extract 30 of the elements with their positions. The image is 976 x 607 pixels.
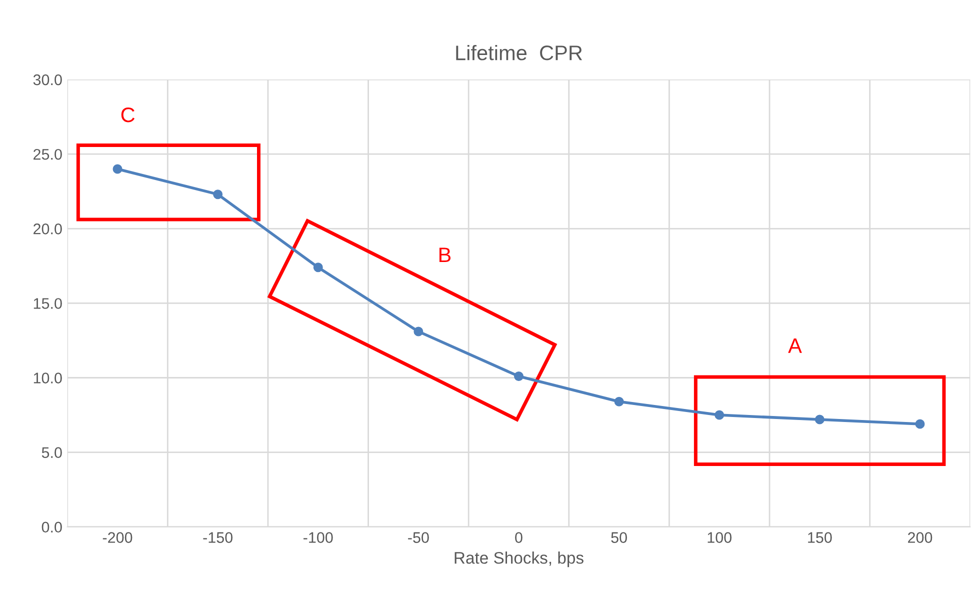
x-tick-label: 100 xyxy=(708,532,732,543)
y-tick-label: 25.0 xyxy=(34,148,62,160)
x-axis-title: Rate Shocks, bps xyxy=(454,552,584,568)
point xyxy=(614,396,624,406)
point xyxy=(714,410,724,420)
x-tick-label: -200 xyxy=(102,532,132,543)
y-tick-label: 20.0 xyxy=(34,224,62,234)
point xyxy=(313,262,323,272)
x-tick-label: -50 xyxy=(408,532,429,543)
y-tick-label: 5.0 xyxy=(42,447,62,458)
point xyxy=(213,190,223,200)
x-tick-label: 200 xyxy=(908,532,932,543)
point xyxy=(112,164,122,174)
y-tick-label: 10.0 xyxy=(34,372,62,384)
x-tick-label: -100 xyxy=(304,532,333,543)
point xyxy=(915,419,925,429)
annotation: A xyxy=(788,338,802,353)
chart-title: Lifetime CPR xyxy=(456,44,582,60)
x-tick-label: 0 xyxy=(515,532,522,543)
annotation: C xyxy=(121,107,135,122)
point xyxy=(414,326,424,336)
annotation: B xyxy=(439,248,451,262)
x-tick-label: 150 xyxy=(808,532,832,543)
y-tick-label: 30.0 xyxy=(33,74,62,86)
x-tick-label: -150 xyxy=(203,532,233,543)
point xyxy=(814,414,824,424)
x-tick-label: 50 xyxy=(611,532,627,543)
y-tick-label: 15.0 xyxy=(34,298,62,309)
point xyxy=(514,372,524,382)
y-tick-label: 0.0 xyxy=(42,522,62,533)
